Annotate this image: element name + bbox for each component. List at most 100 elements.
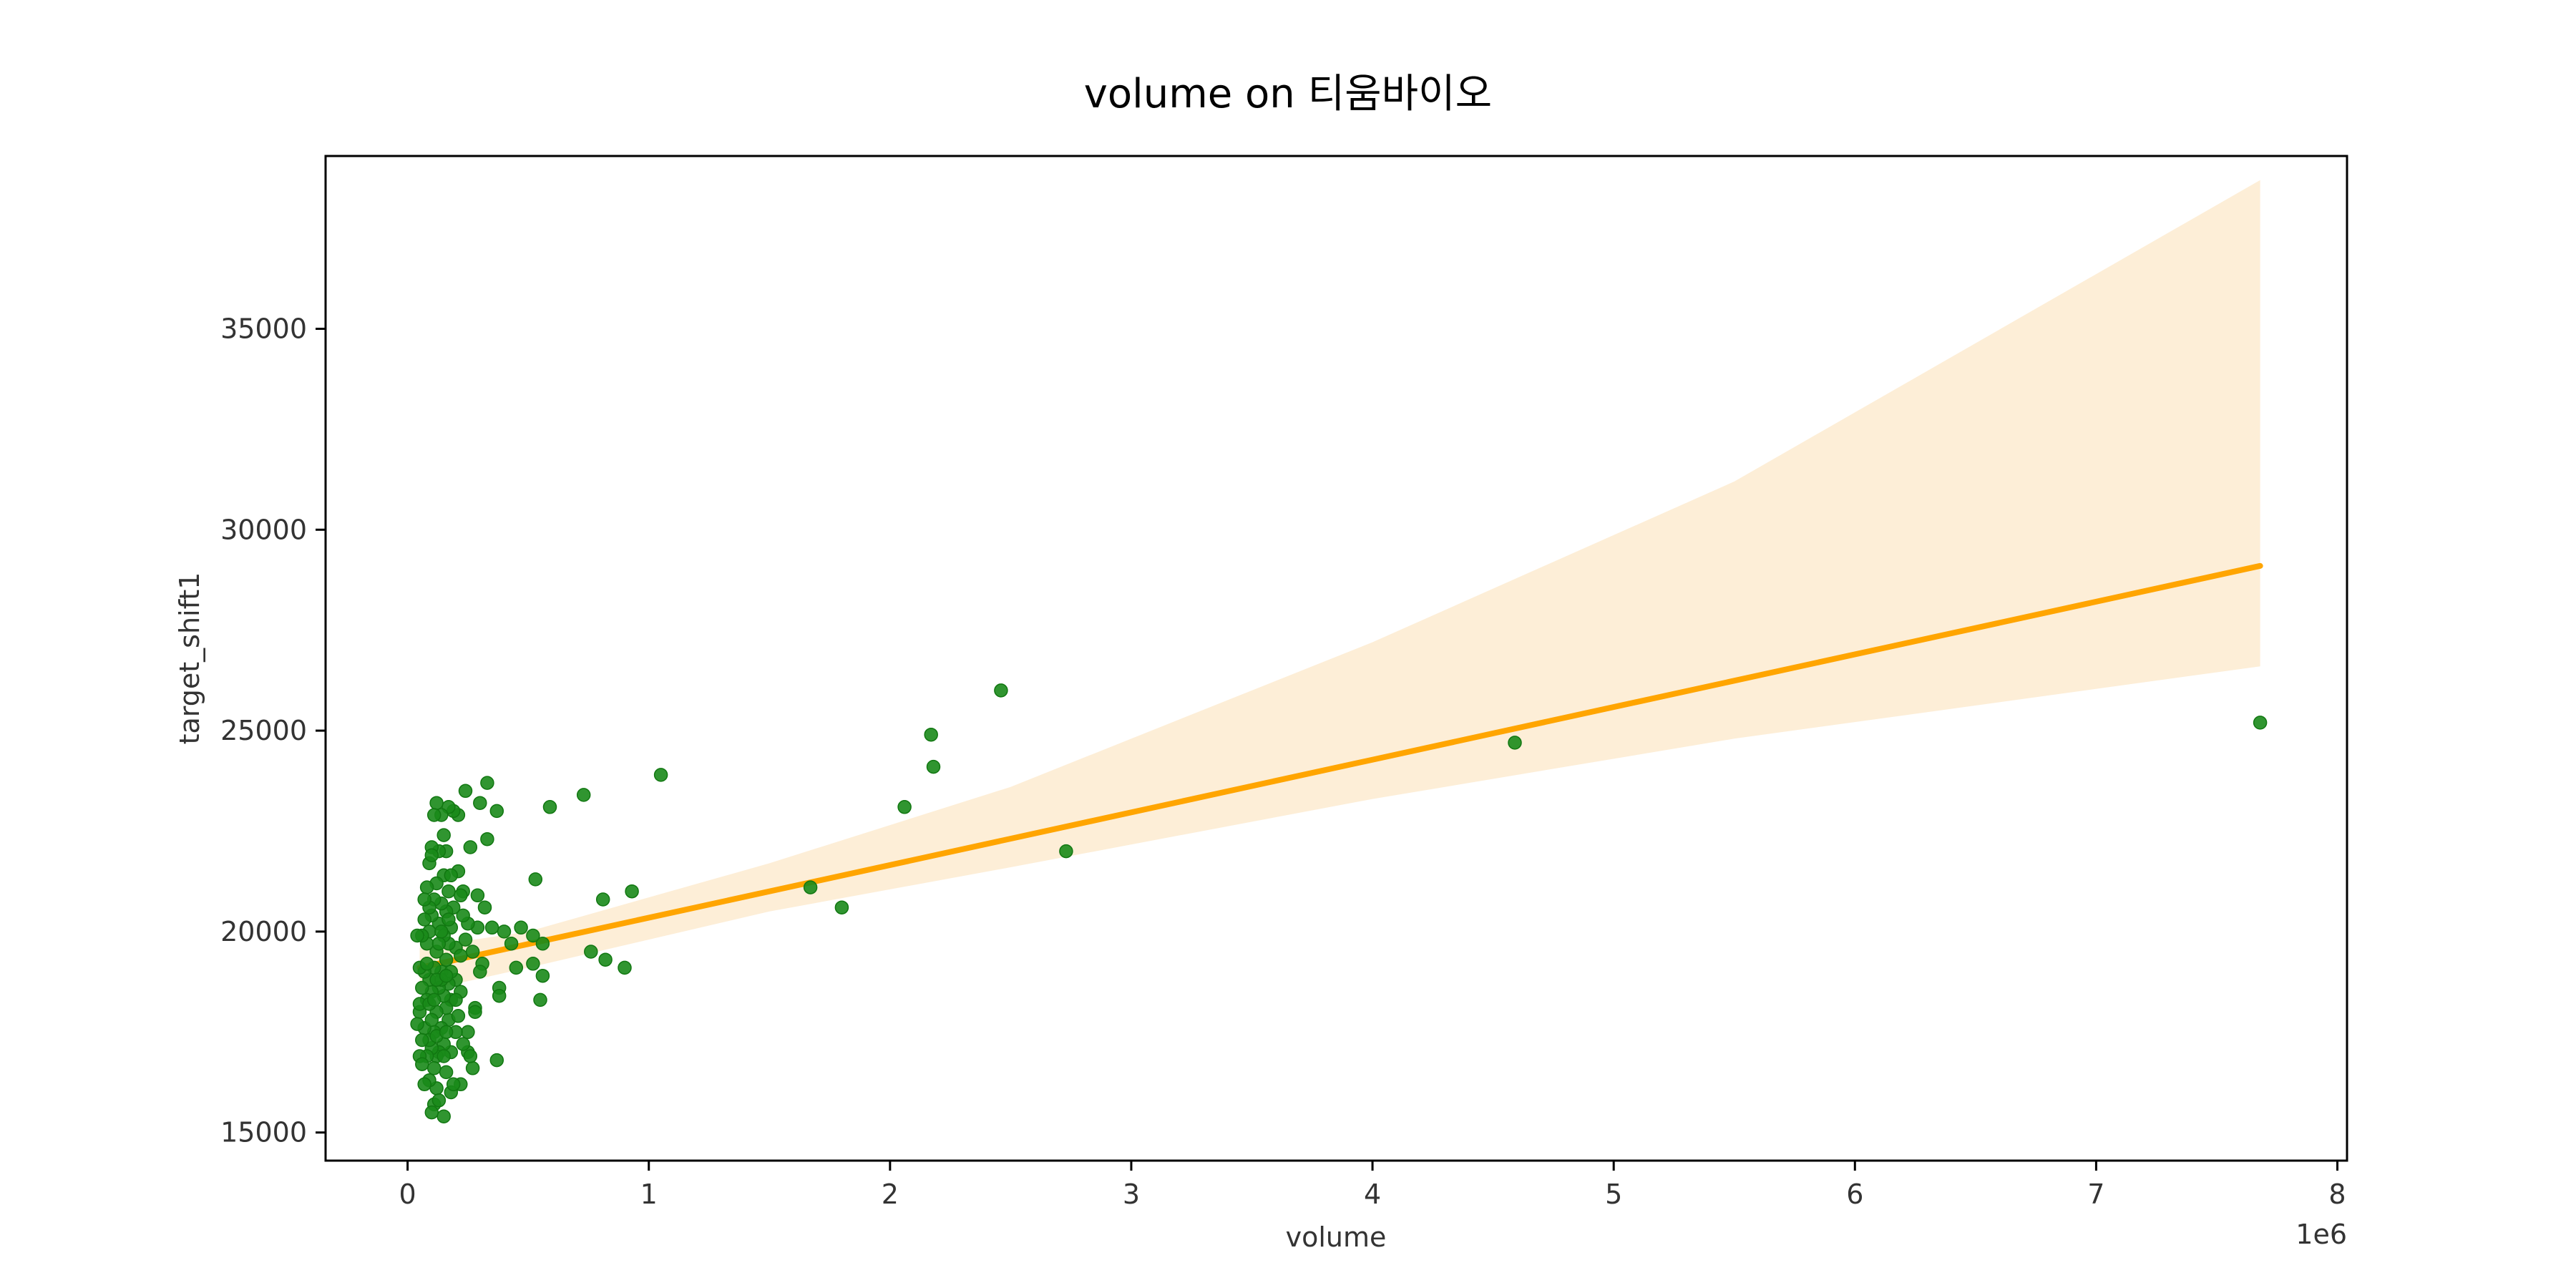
scatter-points-layer (410, 683, 2268, 1123)
scatter-point (446, 1077, 461, 1092)
scatter-point (468, 1005, 482, 1019)
scatter-point (509, 960, 524, 975)
scatter-point (436, 828, 451, 842)
scatter-point (514, 920, 528, 935)
scatter-point (454, 948, 468, 963)
confidence-band-layer (419, 180, 2260, 992)
scatter-point (484, 920, 499, 935)
scatter-point (451, 1009, 466, 1023)
scatter-point (458, 784, 473, 799)
scatter-point (458, 932, 473, 947)
scatter-point (533, 992, 547, 1008)
scatter-point (924, 727, 938, 742)
plot-frame (324, 155, 2348, 1162)
scatter-point (424, 1105, 439, 1120)
x-tick-label: 7 (2087, 1179, 2104, 1210)
scatter-point (576, 788, 591, 802)
scatter-point (618, 960, 632, 975)
x-axis-label: volume (1286, 1221, 1387, 1253)
scatter-point (410, 928, 424, 943)
scatter-point (497, 924, 512, 939)
scatter-point (625, 884, 639, 899)
scatter-point (410, 1017, 424, 1031)
scatter-point (1508, 736, 1522, 750)
y-tick-label: 15000 (220, 1117, 307, 1148)
x-tick-label: 8 (2328, 1179, 2346, 1210)
scatter-point (426, 992, 441, 1008)
scatter-point (449, 992, 463, 1008)
scatter-point (441, 884, 456, 899)
x-axis-ticks: 0 1 2 3 4 5 6 7 8 (399, 1161, 2346, 1210)
scatter-point (897, 800, 912, 814)
scatter-point (584, 945, 598, 959)
scatter-point (415, 980, 429, 995)
scatter-point (415, 1033, 429, 1048)
scatter-point (456, 1037, 470, 1051)
scatter-point (2253, 716, 2268, 730)
y-tick-label: 25000 (220, 715, 307, 746)
scatter-point (417, 1077, 431, 1092)
x-tick-label: 3 (1123, 1179, 1140, 1210)
scatter-point (653, 768, 668, 782)
scatter-point (419, 957, 434, 971)
scatter-point (473, 965, 487, 979)
x-axis-offset-label: 1e6 (2296, 1219, 2347, 1250)
regression-line (416, 562, 2263, 971)
scatter-point (535, 936, 550, 951)
scatter-point (456, 908, 470, 923)
scatter-point (415, 1057, 429, 1071)
scatter-point (477, 900, 492, 914)
scatter-point (480, 776, 494, 790)
scatter-point (463, 840, 478, 854)
y-axis-label: target_shift1 (174, 572, 205, 745)
y-tick-label: 30000 (220, 514, 307, 545)
y-tick-label: 35000 (220, 313, 307, 344)
scatter-point (528, 872, 543, 887)
scatter-point (526, 957, 540, 971)
scatter-point (434, 924, 449, 939)
x-tick-label: 1 (640, 1179, 658, 1210)
scatter-point (461, 1025, 475, 1040)
regression-line-layer (416, 562, 2263, 971)
scatter-point (465, 945, 480, 959)
scatter-point (489, 1053, 504, 1068)
scatter-point (504, 936, 519, 951)
scatter-point (535, 968, 550, 983)
confidence-band (419, 180, 2260, 992)
scatter-point (439, 952, 454, 967)
scatter-point (419, 880, 434, 894)
scatter-point (834, 900, 849, 914)
scatter-point (542, 800, 557, 814)
scatter-point (431, 936, 447, 951)
scatter-point (436, 1049, 451, 1063)
scatter-point (429, 796, 444, 810)
x-tick-label: 5 (1605, 1179, 1622, 1210)
x-tick-label: 0 (399, 1179, 416, 1210)
scatter-point (492, 988, 507, 1003)
y-tick-label: 20000 (220, 916, 307, 947)
scatter-point (465, 1061, 480, 1075)
scatter-point (1059, 844, 1073, 859)
scatter-point (489, 804, 504, 819)
scatter-point (426, 808, 441, 822)
scatter-point (470, 888, 485, 903)
scatter-point (417, 912, 431, 927)
scatter-point (444, 868, 459, 883)
scatter-point (526, 928, 540, 943)
scatter-point (439, 1065, 454, 1080)
scatter-point (441, 912, 456, 927)
scatter-point (926, 759, 941, 774)
scatter-point (454, 888, 468, 903)
scatter-point (595, 892, 610, 907)
scatter-point (424, 1013, 439, 1028)
scatter-point (473, 796, 487, 810)
scatter-point (598, 952, 613, 967)
scatter-point (480, 831, 494, 847)
x-tick-label: 4 (1364, 1179, 1381, 1210)
scatter-point (426, 1061, 441, 1075)
x-tick-label: 6 (1846, 1179, 1863, 1210)
y-axis-ticks: 15000 20000 25000 30000 35000 (220, 313, 326, 1148)
scatter-point (439, 1025, 454, 1040)
scatter-point (463, 1049, 478, 1063)
